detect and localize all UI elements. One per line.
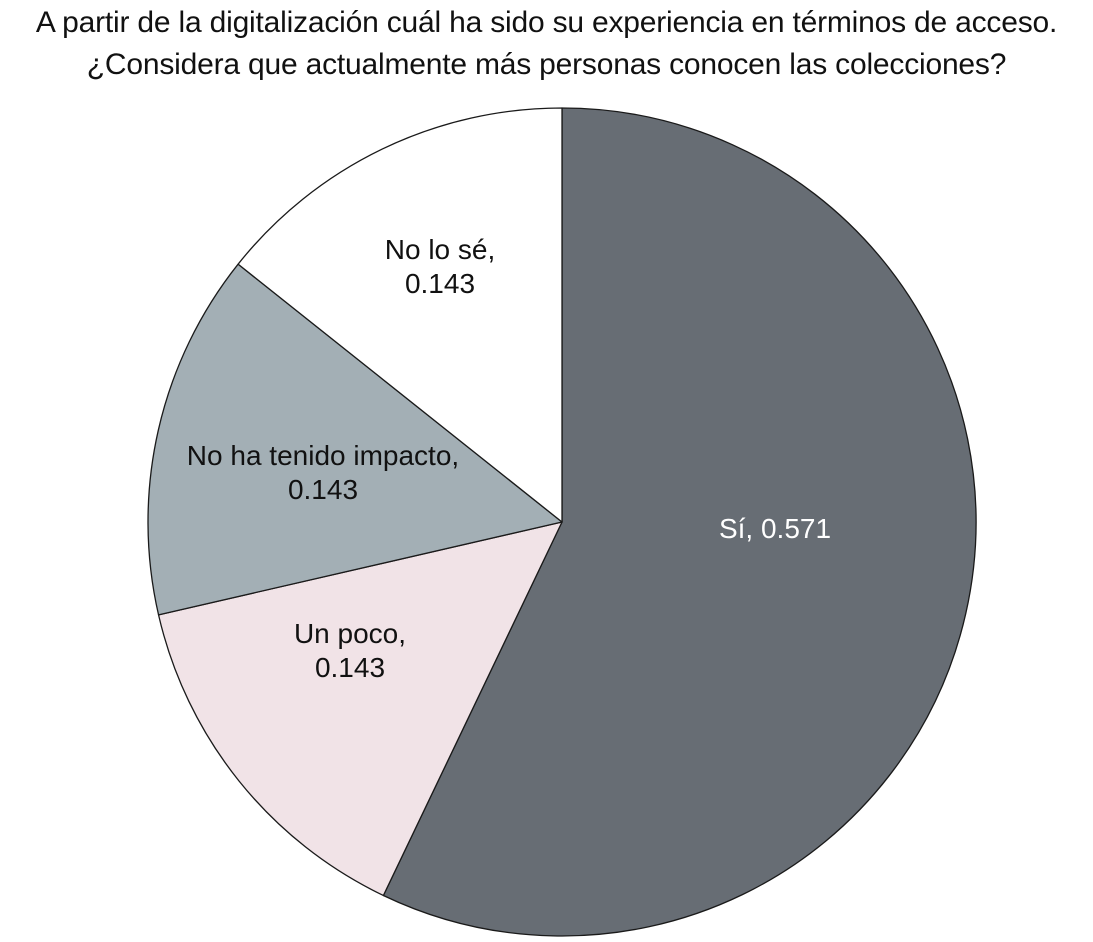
- slice-label-line: No lo sé,: [385, 234, 496, 265]
- slice-label-line: Un poco,: [294, 618, 406, 649]
- slice-label-un-poco: Un poco, 0.143: [294, 618, 406, 683]
- slice-label-no-ha-tenido-impacto: No ha tenido impacto, 0.143: [187, 440, 459, 505]
- slice-label-no-lo-se: No lo sé, 0.143: [385, 234, 496, 299]
- slice-label-line: 0.143: [405, 268, 475, 299]
- chart-title: A partir de la digitalización cuál ha si…: [0, 2, 1093, 86]
- chart-title-line-2: ¿Considera que actualmente más personas …: [86, 48, 1007, 81]
- slice-label-line: No ha tenido impacto,: [187, 440, 459, 471]
- pie-slices: [147, 107, 977, 937]
- pie-slice-no-lo-se: [237, 107, 563, 523]
- pie-slice-no-ha-tenido-impacto: [147, 263, 563, 616]
- chart-title-line-1: A partir de la digitalización cuál ha si…: [35, 6, 1058, 39]
- pie-slice-un-poco: [157, 521, 563, 897]
- slice-label-line: 0.143: [288, 474, 358, 505]
- slice-label-line: 0.143: [315, 652, 385, 683]
- pie-slice-si: [382, 107, 977, 937]
- slice-label-si: Sí, 0.571: [719, 513, 831, 544]
- slice-label-line: Sí, 0.571: [719, 513, 831, 544]
